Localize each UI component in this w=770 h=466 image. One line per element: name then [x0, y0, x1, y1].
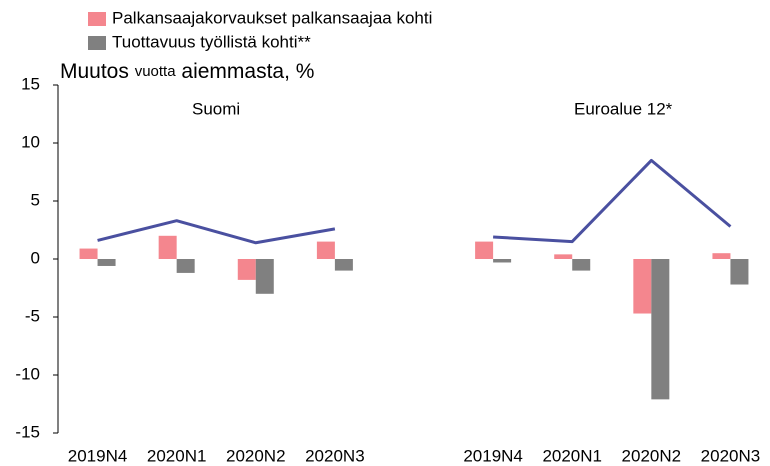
y-tick-label: 15: [21, 74, 40, 93]
bar: [237, 259, 256, 280]
x-tick-label: 2020N3: [701, 446, 761, 465]
y-axis-label: Muutos vuotta aiemmasta, %: [60, 60, 314, 83]
x-tick-label: 2020N3: [305, 446, 365, 465]
line: [97, 158, 732, 245]
bar: [475, 241, 494, 259]
bar: [176, 259, 195, 273]
bar: [79, 248, 98, 259]
bar: [651, 259, 670, 400]
bar: [572, 259, 591, 271]
legend-label: Tuottavuus työllistä kohti**: [112, 32, 311, 51]
bar: [316, 241, 335, 259]
y-label-part: Muutos: [60, 60, 135, 83]
bar: [255, 259, 274, 294]
x-tick-label: 2020N2: [226, 446, 286, 465]
y-label-part: aiemmasta, %: [176, 60, 315, 83]
x-tick-label: 2019N4: [68, 446, 128, 465]
bar: [334, 259, 353, 271]
bar: [493, 259, 512, 263]
bar: [158, 235, 177, 259]
x-tick-label: 2020N1: [147, 446, 207, 465]
x-tick-label: 2019N4: [463, 446, 523, 465]
annotation: Suomi: [192, 99, 240, 118]
y-tick-label: 0: [31, 248, 40, 267]
legend-label: Palkansaajakorvaukset palkansaajaa kohti: [112, 8, 432, 27]
bar: [554, 254, 573, 259]
y-tick-label: -15: [15, 422, 40, 441]
x-tick-label: 2020N1: [542, 446, 602, 465]
bar: [712, 253, 731, 259]
legend-swatch: [88, 36, 106, 50]
annotation: Euroalue 12*: [574, 99, 673, 118]
y-tick-label: 5: [31, 190, 40, 209]
x-tick-label: 2020N2: [622, 446, 682, 465]
y-tick-label: -10: [15, 364, 40, 383]
bar: [633, 259, 652, 314]
y-tick-label: -5: [25, 306, 40, 325]
bar: [97, 259, 116, 266]
y-tick-label: 10: [21, 132, 40, 151]
legend-swatch: [88, 12, 106, 26]
bar: [730, 259, 749, 285]
y-label-part: vuotta: [135, 63, 177, 80]
